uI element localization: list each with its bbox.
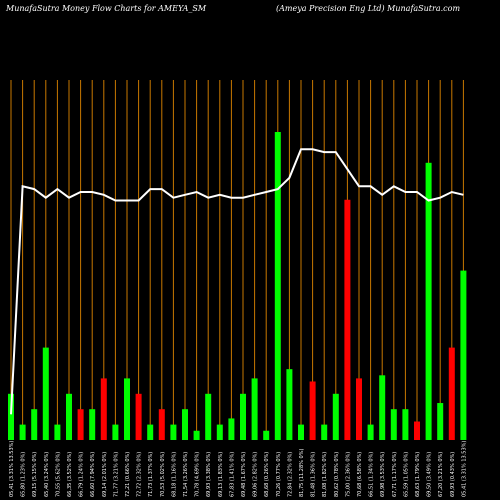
x-tick-label: 70,55 (5.62% 0%) [55,452,61,497]
bar [379,375,386,440]
bar [448,347,455,440]
bar [193,430,200,440]
x-tick-label: 70,68 (6.58% 0%) [357,452,363,497]
x-tick-label: 67,71 (1.17% 0%) [392,452,398,497]
x-tick-label: 69,06 (2.82% 0%) [253,452,259,497]
bar [112,424,119,440]
bar [42,347,49,440]
x-tick-label: 70,78 (4.69% 0%) [195,452,201,497]
x-tick-label: 72,72 (2.32% 0%) [137,452,143,497]
bar [216,424,223,440]
x-tick-label: 66,35 (3.52% 0%) [67,452,73,497]
x-tick-label: 66,51 (1.34% 0%) [369,452,375,497]
bar [31,409,38,440]
x-tick-label: 72,21 (0.66% 0%) [125,452,131,497]
bar [356,378,362,440]
x-tick-label: 66,79 (1.24% 0%) [79,452,85,497]
x-tick-label: 65,80 (1.23% 0%) [21,452,27,497]
bar [19,424,26,440]
x-tick-label: 05,41 (3.31% 13.53%) [9,441,15,497]
bar [66,393,72,440]
x-tick-label: 69,93 (3.38% 0%) [206,452,212,497]
bar [147,424,154,440]
bar [228,418,235,440]
bar [240,393,246,440]
bar [124,378,130,440]
x-tick-label: 67,83 (1.41% 0%) [229,452,235,497]
bar [309,381,316,440]
x-tick-label: 81,48 (1.36% 0%) [311,452,317,497]
x-tick-label: 71,73 (1.37% 0%) [148,452,154,497]
x-tick-label: 67,20 (3.21% 0%) [438,452,444,497]
bar [135,393,142,440]
x-tick-label: 70,26 (0.77% 0%) [276,452,282,497]
bar [344,199,351,440]
x-tick-label: 69,14 (2.01% 0%) [102,452,108,497]
x-tick-label: 68,18 (1.16% 0%) [171,452,177,497]
x-tick-label: 80,62 (0.78% 0%) [334,452,340,497]
x-tick-label: 68,68 (0.26% 0%) [264,452,270,497]
x-tick-label: 71,77 (3.21% 0%) [113,452,119,497]
x-tick-label: 71,54 (3.26% 0%) [183,452,189,497]
x-tick-label: 65,59 (1.05% 0%) [403,452,409,497]
bar [367,424,374,440]
bar [414,421,420,440]
money-flow-line [10,148,464,415]
bar [263,430,270,440]
bar [274,132,281,440]
bar [321,424,328,440]
x-tick-label: 81,75 (11.28% 0%) [299,449,305,497]
x-tick-label: 65,40 (3.24% 0%) [44,452,50,497]
bar [402,409,409,440]
bar [89,409,96,440]
bar [205,393,212,440]
x-tick-label: 72,84 (2.32% 0%) [287,452,293,497]
bar [8,393,14,440]
x-tick-label: 75,00 (2.36% 0%) [345,452,351,497]
x-tick-label: 81,08 (1.82% 0%) [322,452,328,497]
bar [77,409,84,440]
bar [390,409,397,440]
chart-title-right: (Ameya Precision Eng Ltd) MunafaSutra.co… [276,4,461,13]
bar [298,424,304,440]
x-tick-label: 69,93 (0.43% 0%) [450,452,456,497]
x-tick-label: 68,63 (1.79% 0%) [415,452,421,497]
bar [437,403,444,440]
bar [158,409,165,440]
x-tick-label: 69,15 (5.15% 0%) [32,452,38,497]
x-tick-label: 69,50 (3.49% 0%) [427,452,433,497]
x-tick-label: 69,13 (1.83% 0%) [218,452,224,497]
x-tick-label: 69,48 (1.67% 0%) [241,452,247,497]
bar [332,393,339,440]
x-tick-label: 66,60 (7.94% 0%) [90,452,96,497]
bar [54,424,61,440]
chart-title-left: MunafaSutra Money Flow Charts for AMEYA_… [6,4,207,13]
bar [100,378,107,440]
bar [286,369,293,440]
x-tick-label: 05,41 (3.31% 13.53%) [461,441,467,497]
x-tick-label: 69,98 (3.53% 0%) [380,452,386,497]
bar [460,270,467,440]
bar [251,378,258,440]
bar [182,409,188,440]
bar [425,162,432,441]
x-tick-label: 70,53 (5.02% 0%) [160,452,166,497]
bar [170,424,177,440]
